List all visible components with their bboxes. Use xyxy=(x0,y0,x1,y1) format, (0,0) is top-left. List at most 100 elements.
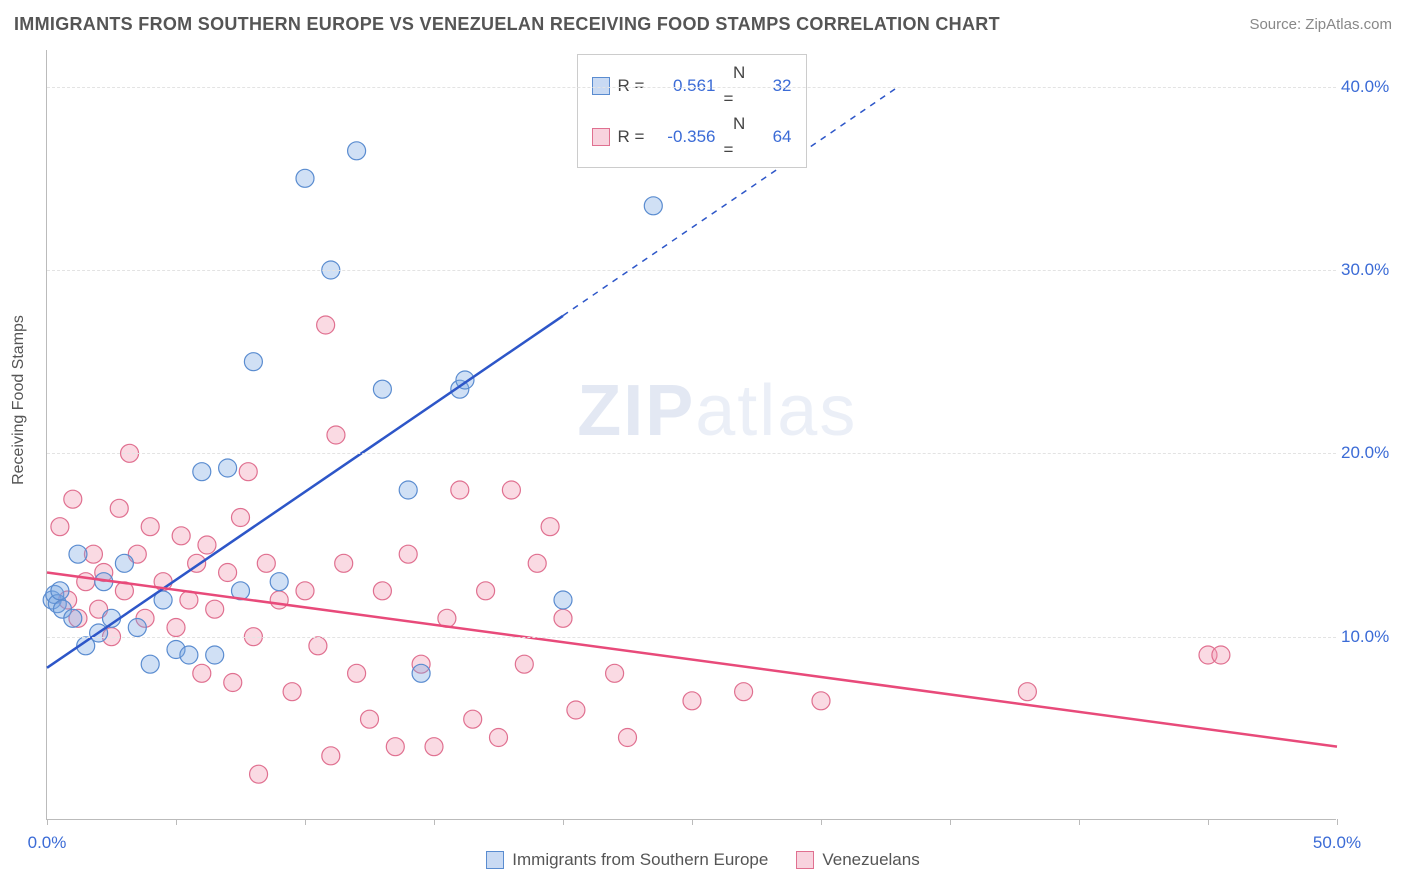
data-point xyxy=(167,619,185,637)
data-point xyxy=(322,747,340,765)
source-attribution: Source: ZipAtlas.com xyxy=(1249,16,1392,33)
r-label: R = xyxy=(618,73,648,99)
trend-line xyxy=(47,573,1337,747)
data-point xyxy=(502,481,520,499)
data-point xyxy=(141,655,159,673)
x-tick-mark xyxy=(176,819,177,825)
correlation-legend: R = 0.561 N = 32 R = -0.356 N = 64 xyxy=(577,54,807,168)
legend-row-series-2: R = -0.356 N = 64 xyxy=(592,111,792,162)
x-tick-mark xyxy=(434,819,435,825)
swatch-pink xyxy=(592,128,610,146)
y-tick-label: 10.0% xyxy=(1341,627,1396,647)
data-point xyxy=(464,710,482,728)
data-point xyxy=(283,683,301,701)
data-point xyxy=(239,463,257,481)
data-point xyxy=(348,664,366,682)
x-tick-mark xyxy=(821,819,822,825)
legend-item-2: Venezuelans xyxy=(796,850,919,870)
n-value-1: 32 xyxy=(762,73,792,99)
y-axis-label: Receiving Food Stamps xyxy=(10,315,28,485)
data-point xyxy=(399,545,417,563)
data-point xyxy=(554,609,572,627)
data-point xyxy=(451,481,469,499)
data-point xyxy=(64,490,82,508)
swatch-blue xyxy=(592,77,610,95)
data-point xyxy=(250,765,268,783)
gridline-h xyxy=(47,270,1336,271)
n-value-2: 64 xyxy=(762,124,792,150)
data-point xyxy=(425,738,443,756)
data-point xyxy=(373,380,391,398)
x-tick-mark xyxy=(1208,819,1209,825)
y-tick-label: 30.0% xyxy=(1341,260,1396,280)
x-tick-mark xyxy=(305,819,306,825)
data-point xyxy=(317,316,335,334)
data-point xyxy=(327,426,345,444)
data-point xyxy=(554,591,572,609)
data-point xyxy=(198,536,216,554)
data-point xyxy=(477,582,495,600)
x-tick-mark xyxy=(1079,819,1080,825)
data-point xyxy=(528,554,546,572)
data-point xyxy=(193,664,211,682)
data-point xyxy=(257,554,275,572)
data-point xyxy=(812,692,830,710)
x-tick-mark xyxy=(563,819,564,825)
data-point xyxy=(128,619,146,637)
data-point xyxy=(296,582,314,600)
data-point xyxy=(270,591,288,609)
data-point xyxy=(270,573,288,591)
data-point xyxy=(683,692,701,710)
gridline-h xyxy=(47,453,1336,454)
data-point xyxy=(64,609,82,627)
series-legend: Immigrants from Southern Europe Venezuel… xyxy=(0,850,1406,870)
x-tick-mark xyxy=(950,819,951,825)
legend-row-series-1: R = 0.561 N = 32 xyxy=(592,60,792,111)
swatch-pink xyxy=(796,851,814,869)
data-point xyxy=(399,481,417,499)
data-point xyxy=(110,499,128,517)
data-point xyxy=(619,729,637,747)
data-point xyxy=(309,637,327,655)
legend-item-1: Immigrants from Southern Europe xyxy=(486,850,768,870)
data-point xyxy=(219,564,237,582)
data-point xyxy=(115,554,133,572)
chart-header: IMMIGRANTS FROM SOUTHERN EUROPE VS VENEZ… xyxy=(14,14,1392,35)
x-tick-mark xyxy=(692,819,693,825)
data-point xyxy=(77,573,95,591)
y-tick-label: 40.0% xyxy=(1341,77,1396,97)
legend-label-2: Venezuelans xyxy=(822,850,919,870)
data-point xyxy=(541,518,559,536)
data-point xyxy=(206,646,224,664)
data-point xyxy=(373,582,391,600)
gridline-h xyxy=(47,87,1336,88)
data-point xyxy=(335,554,353,572)
data-point xyxy=(141,518,159,536)
legend-label-1: Immigrants from Southern Europe xyxy=(512,850,768,870)
data-point xyxy=(515,655,533,673)
data-point xyxy=(232,509,250,527)
plot-area: ZIPatlas R = 0.561 N = 32 R = -0.356 N =… xyxy=(46,50,1336,820)
trend-line xyxy=(47,316,563,668)
swatch-blue xyxy=(486,851,504,869)
data-point xyxy=(386,738,404,756)
data-point xyxy=(172,527,190,545)
data-point xyxy=(606,664,624,682)
data-point xyxy=(69,545,87,563)
y-tick-label: 20.0% xyxy=(1341,443,1396,463)
x-tick-mark xyxy=(47,819,48,825)
data-point xyxy=(1018,683,1036,701)
r-value-1: 0.561 xyxy=(656,73,716,99)
data-point xyxy=(206,600,224,618)
data-point xyxy=(567,701,585,719)
data-point xyxy=(644,197,662,215)
r-value-2: -0.356 xyxy=(656,124,716,150)
data-point xyxy=(412,664,430,682)
x-tick-mark xyxy=(1337,819,1338,825)
data-point xyxy=(51,582,69,600)
n-label: N = xyxy=(724,60,754,111)
n-label: N = xyxy=(724,111,754,162)
data-point xyxy=(224,674,242,692)
data-point xyxy=(244,353,262,371)
chart-title: IMMIGRANTS FROM SOUTHERN EUROPE VS VENEZ… xyxy=(14,14,1000,35)
